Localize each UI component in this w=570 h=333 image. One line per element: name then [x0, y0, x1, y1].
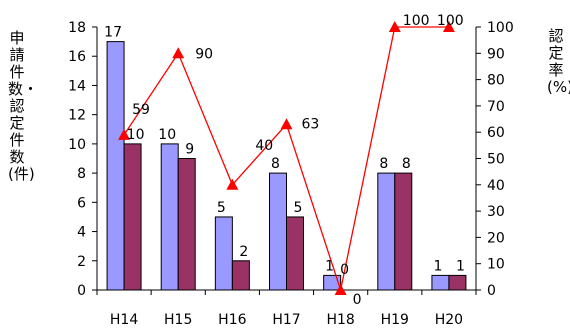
- bar: [106, 41, 125, 291]
- rate-value-label: 59: [132, 102, 150, 118]
- bar: [431, 274, 450, 291]
- x-tick-label: H15: [164, 312, 192, 328]
- y-tick-label-left: 4: [77, 225, 86, 241]
- y-tick-label-right: 40: [487, 178, 505, 194]
- y-tick-label-right: 0: [487, 283, 496, 299]
- y-axis-label-right: 認定率(%): [547, 27, 570, 96]
- bar-value-label: 10: [158, 127, 176, 143]
- rate-value-label: 90: [195, 46, 213, 62]
- rate-marker: [442, 21, 455, 32]
- x-tick-label: H20: [435, 312, 463, 328]
- bar-value-label: 0: [340, 262, 349, 278]
- bar-value-label: 9: [185, 142, 194, 158]
- rate-marker: [118, 128, 131, 140]
- x-tick-label: H19: [381, 312, 409, 328]
- y-tick-label-right: 30: [487, 204, 505, 220]
- y-tick-label-left: 14: [68, 78, 86, 94]
- axes: 0246810121416180102030405060708090100H14…: [68, 20, 514, 328]
- bar: [269, 172, 287, 291]
- bar-value-label: 2: [239, 244, 248, 260]
- y-tick-label-left: 8: [77, 166, 86, 182]
- bar-value-label: 10: [127, 127, 145, 143]
- rate-marker: [280, 118, 293, 130]
- bar-value-label: 8: [402, 156, 411, 172]
- y-tick-label-left: 10: [68, 137, 86, 153]
- x-tick-label: H18: [326, 312, 354, 328]
- rate-marker: [388, 21, 401, 32]
- bar: [286, 216, 304, 291]
- y-tick-label-left: 6: [77, 195, 86, 211]
- rate-value-label: 40: [255, 138, 273, 154]
- y-tick-label-left: 0: [77, 283, 86, 299]
- y-tick-label-left: 12: [68, 108, 86, 124]
- y-tick-label-right: 10: [487, 257, 505, 273]
- y-tick-label-left: 16: [68, 49, 86, 65]
- bar: [394, 172, 413, 291]
- rate-value-label: 100: [403, 13, 430, 29]
- y-tick-label-right: 90: [487, 46, 505, 62]
- bar: [214, 216, 233, 291]
- bar: [160, 143, 179, 291]
- rate-marker: [226, 178, 239, 190]
- bar: [177, 158, 196, 291]
- data-labels: 17 10 5 8 1 8 1 10 9 2 5 0 8 1 59 90 40 63 0 100 100: [104, 13, 465, 308]
- bar-value-label: 1: [456, 258, 465, 274]
- bar: [123, 143, 142, 291]
- rate-marker: [334, 284, 347, 295]
- bar: [377, 172, 396, 291]
- y-tick-label-left: 18: [68, 20, 86, 36]
- bar-value-label: 17: [104, 25, 122, 41]
- bar: [448, 274, 467, 291]
- bar: [231, 260, 250, 291]
- y-tick-label-right: 20: [487, 230, 505, 246]
- bar-value-label: 5: [294, 200, 303, 216]
- y-tick-label-right: 100: [487, 20, 514, 36]
- rate-line: [118, 21, 455, 295]
- y-tick-label-right: 50: [487, 152, 505, 168]
- y-axis-label-left: 申請件数・認定件数(件): [8, 29, 39, 183]
- x-tick-label: H14: [110, 312, 138, 328]
- bar-value-label: 1: [433, 258, 442, 274]
- bar-value-label: 5: [217, 200, 226, 216]
- y-tick-label-left: 2: [77, 254, 86, 270]
- bar-value-label: 1: [325, 258, 334, 274]
- x-tick-label: H16: [218, 312, 246, 328]
- bar-value-label: 8: [379, 156, 388, 172]
- y-tick-label-right: 80: [487, 73, 505, 89]
- rate-value-label: 63: [302, 116, 320, 132]
- rate-marker: [172, 47, 185, 59]
- rate-value-label: 100: [437, 13, 464, 29]
- y-tick-label-right: 60: [487, 125, 505, 141]
- rate-value-label: 0: [353, 292, 362, 308]
- x-tick-label: H17: [272, 312, 300, 328]
- y-tick-label-right: 70: [487, 99, 505, 115]
- bar-value-label: 8: [271, 156, 280, 172]
